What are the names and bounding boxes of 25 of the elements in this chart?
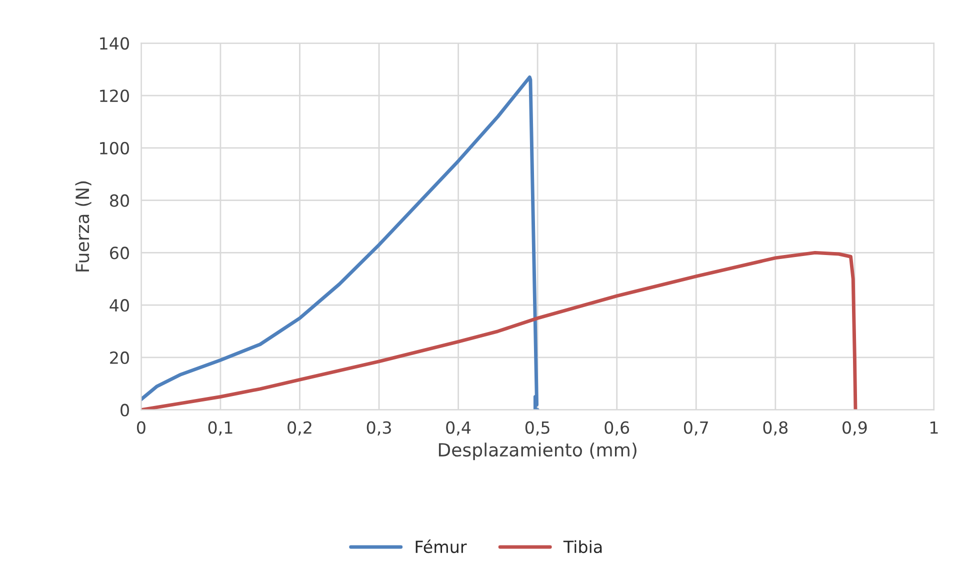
line-series <box>141 250 858 410</box>
y-tick-label: 120 <box>100 89 129 102</box>
y-axis-title: Fuerza (N) <box>75 181 92 272</box>
y-tick-label: 40 <box>110 299 129 312</box>
x-tick-label: 0,6 <box>604 421 630 436</box>
x-tick-label: 0,9 <box>842 421 867 436</box>
y-tick-label: 0 <box>120 404 129 416</box>
x-tick-label: 0,2 <box>288 421 312 436</box>
legend-label: Fémur <box>416 540 467 554</box>
legend-label: Tibia <box>563 540 602 554</box>
y-tick-label: 100 <box>100 142 129 154</box>
y-tick-label: 20 <box>110 351 129 364</box>
x-axis-title: Desplazamiento (mm) <box>438 442 636 460</box>
x-tick-label: 0,5 <box>525 421 550 436</box>
line-series <box>141 75 540 410</box>
x-tick-label: 1 <box>930 421 938 434</box>
x-tick-label: 0,1 <box>208 421 232 436</box>
x-tick-label: 0,8 <box>763 421 788 436</box>
y-tick-label: 140 <box>100 37 129 50</box>
x-tick-label: 0,3 <box>366 421 391 436</box>
y-tick-label: 80 <box>110 194 129 207</box>
x-tick-label: 0,4 <box>446 421 471 436</box>
x-tick-label: 0 <box>136 421 146 434</box>
y-tick-label: 60 <box>110 246 129 260</box>
x-tick-label: 0,7 <box>684 421 708 436</box>
